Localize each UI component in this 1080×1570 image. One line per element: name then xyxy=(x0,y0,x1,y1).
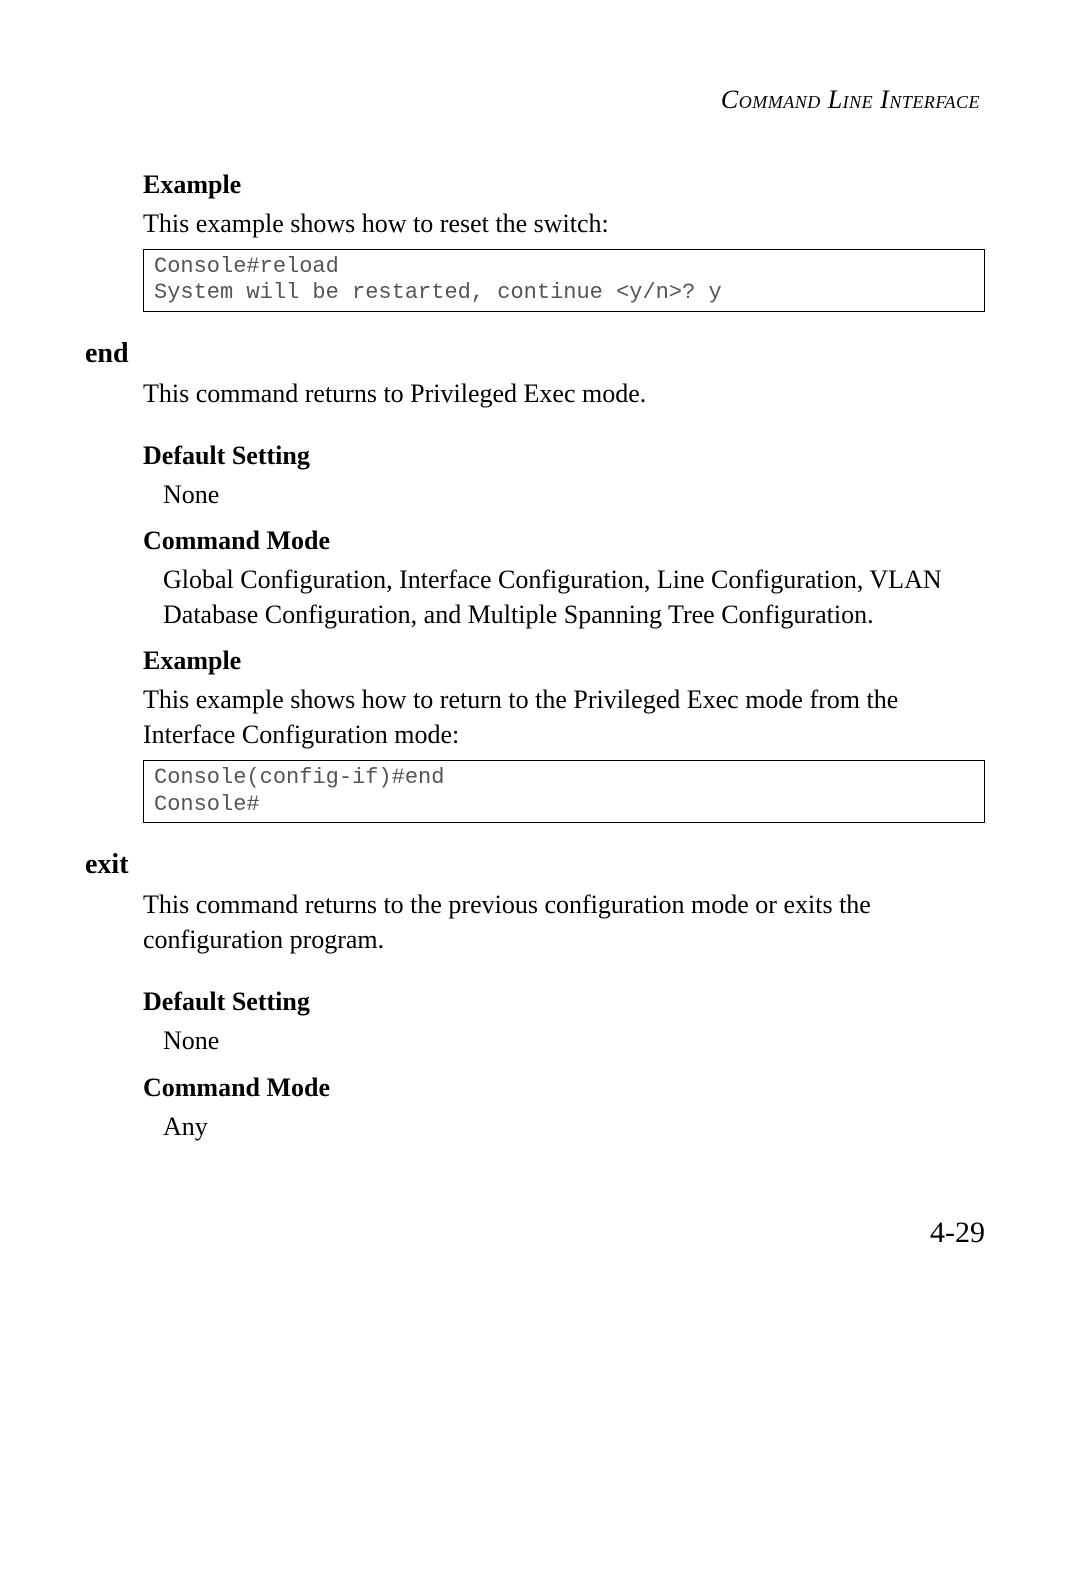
command-exit-title: exit xyxy=(85,849,985,881)
command-exit-desc: This command returns to the previous con… xyxy=(143,887,985,957)
example-intro-end: This example shows how to return to the … xyxy=(143,682,985,752)
page-number: 4-29 xyxy=(930,1216,985,1250)
code-block-reload: Console#reload System will be restarted,… xyxy=(143,249,985,312)
default-setting-value-exit: None xyxy=(143,1023,985,1058)
command-end-title: end xyxy=(85,338,985,370)
command-end-desc: This command returns to Privileged Exec … xyxy=(143,376,985,411)
code-block-end: Console(config-if)#end Console# xyxy=(143,760,985,823)
example-heading-end: Example xyxy=(143,646,985,676)
command-mode-value: Global Configuration, Interface Configur… xyxy=(143,562,985,632)
page-header: Command Line Interface xyxy=(85,85,985,115)
command-mode-heading: Command Mode xyxy=(143,526,985,556)
default-setting-value: None xyxy=(143,477,985,512)
example-heading: Example xyxy=(143,170,985,200)
example-intro-text: This example shows how to reset the swit… xyxy=(143,206,985,241)
default-setting-heading: Default Setting xyxy=(143,441,985,471)
default-setting-heading-exit: Default Setting xyxy=(143,987,985,1017)
command-mode-value-exit: Any xyxy=(143,1109,985,1144)
command-mode-heading-exit: Command Mode xyxy=(143,1073,985,1103)
page-content: Example This example shows how to reset … xyxy=(85,170,985,1144)
